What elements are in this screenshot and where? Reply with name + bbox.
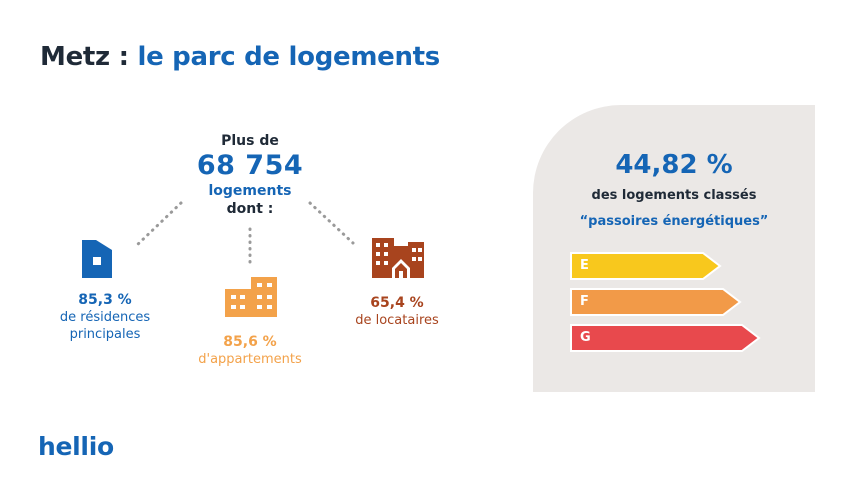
energy-line-2: “passoires énergétiques”: [579, 214, 769, 229]
stat-residences-label-1: de résidences: [59, 310, 151, 325]
energy-bar-g-label: G: [580, 330, 591, 345]
energy-line-1: des logements classés: [591, 188, 757, 203]
stat-tenants-label: de locataires: [355, 313, 439, 328]
unit-text: logements: [208, 183, 292, 199]
house-icon: [82, 240, 112, 278]
stat-apartments: 85,6 % d'appartements: [185, 334, 315, 368]
energy-bars: [570, 252, 761, 352]
stat-residences-value: 85,3 %: [78, 292, 132, 308]
stat-residences: 85,3 % de résidences principales: [40, 292, 170, 343]
stat-apartments-value: 85,6 %: [223, 334, 277, 350]
energy-bar-e-label: E: [580, 258, 589, 273]
stat-tenants: 65,4 % de locataires: [332, 295, 462, 329]
hellio-logo: hellio: [38, 432, 114, 461]
energy-bar-g: [570, 324, 761, 352]
connector-left: [134, 201, 183, 248]
connector-right: [308, 201, 355, 245]
title-subject: le parc de logements: [137, 42, 440, 72]
dont-text: dont :: [226, 201, 274, 217]
stat-residences-label-2: principales: [69, 327, 141, 342]
energy-percent: 44,82 %: [615, 150, 733, 180]
stat-apartments-label: d'appartements: [198, 352, 302, 367]
energy-bar-f: [570, 288, 742, 316]
apartment-building-icon: [225, 277, 277, 317]
stat-tenants-value: 65,4 %: [370, 295, 424, 311]
page-title: Metz : le parc de logements: [40, 42, 440, 72]
energy-bar-e: [570, 252, 722, 280]
title-city: Metz :: [40, 42, 129, 72]
energy-bar-f-label: F: [580, 294, 589, 309]
intro-text: Plus de: [221, 133, 279, 149]
total-count: 68 754: [196, 150, 304, 181]
buildings-icon: [372, 238, 424, 278]
total-housing-block: Plus de 68 754 logements dont :: [165, 132, 335, 218]
